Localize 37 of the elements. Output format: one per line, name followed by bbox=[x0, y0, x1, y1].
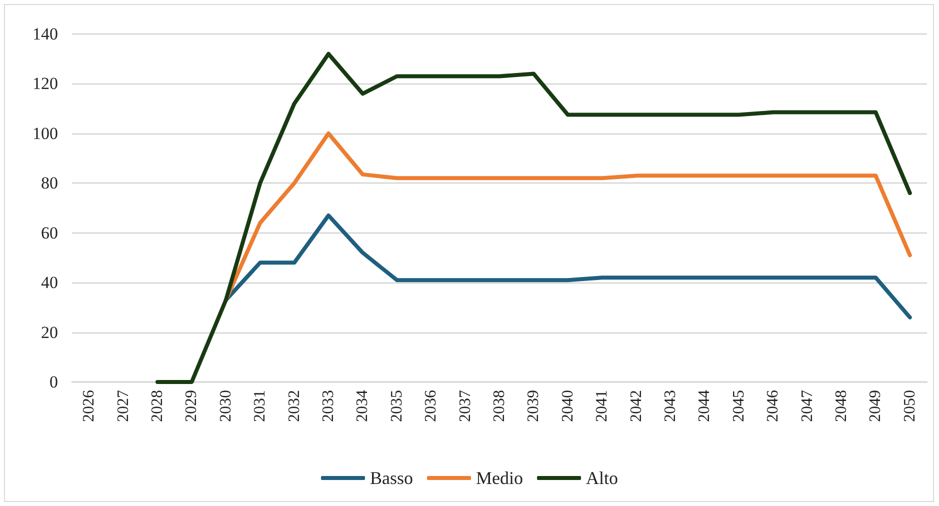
x-tick-label: 2041 bbox=[594, 390, 611, 422]
y-tick-label: 20 bbox=[41, 322, 58, 342]
y-tick-label: 40 bbox=[41, 273, 58, 292]
x-tick-label: 2043 bbox=[662, 390, 679, 422]
x-tick-label: 2049 bbox=[867, 390, 884, 422]
x-tick-label: 2029 bbox=[183, 390, 200, 422]
legend-label: Medio bbox=[476, 468, 524, 488]
x-tick-label: 2028 bbox=[149, 390, 166, 422]
x-tick-label: 2038 bbox=[491, 390, 508, 422]
x-tick-label: 2050 bbox=[901, 390, 918, 422]
x-tick-label: 2047 bbox=[798, 390, 816, 422]
legend-label: Alto bbox=[586, 468, 618, 488]
x-tick-label: 2046 bbox=[764, 390, 782, 422]
x-tick-label: 2032 bbox=[286, 390, 303, 422]
y-tick-label: 120 bbox=[32, 74, 58, 94]
y-tick-label: 80 bbox=[41, 174, 58, 193]
x-tick-label: 2042 bbox=[628, 390, 645, 422]
x-tick-label: 2027 bbox=[114, 390, 132, 422]
x-tick-label: 2031 bbox=[252, 390, 269, 422]
x-tick-label: 2045 bbox=[730, 390, 748, 422]
x-tick-label: 2035 bbox=[388, 390, 406, 422]
y-tick-label: 140 bbox=[32, 24, 58, 44]
x-tick-label: 2026 bbox=[80, 390, 98, 422]
y-tick-label: 100 bbox=[32, 124, 58, 143]
x-tick-label: 2036 bbox=[422, 390, 440, 422]
x-tick-label: 2048 bbox=[833, 390, 850, 422]
x-tick-label: 2039 bbox=[525, 390, 542, 422]
x-tick-label: 2044 bbox=[696, 390, 714, 422]
x-tick-label: 2040 bbox=[559, 390, 576, 422]
x-tick-label: 2034 bbox=[354, 390, 372, 422]
x-tick-label: 2037 bbox=[456, 390, 474, 422]
x-tick-label: 2033 bbox=[320, 390, 337, 422]
x-tick-label: 2030 bbox=[217, 390, 234, 422]
y-tick-label: 0 bbox=[50, 372, 58, 392]
line-series bbox=[156, 52, 912, 384]
y-tick-label: 60 bbox=[41, 223, 58, 242]
legend-label: Basso bbox=[370, 468, 414, 488]
